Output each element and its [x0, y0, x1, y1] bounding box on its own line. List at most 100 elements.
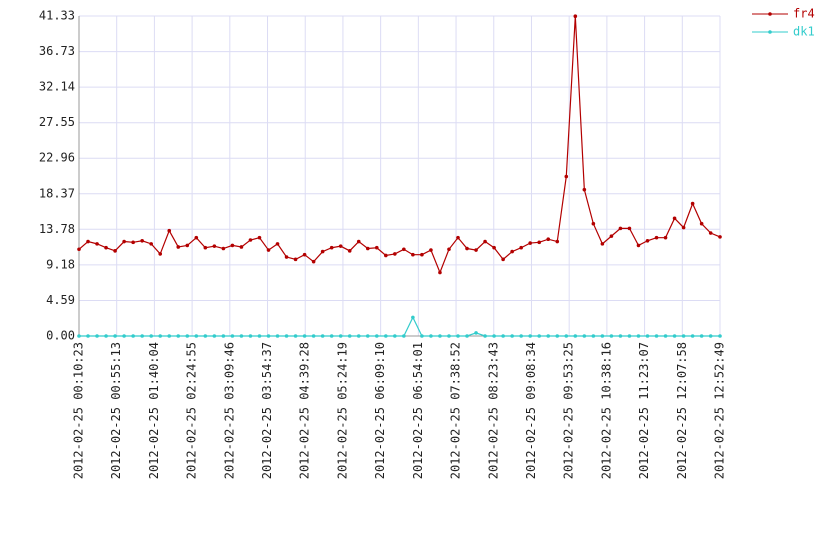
- data-point: [663, 235, 668, 240]
- legend-marker: [768, 12, 772, 16]
- x-tick-label: 2012-02-25 05:24:19: [335, 342, 349, 479]
- x-tick-label: 2012-02-25 02:24:55: [185, 342, 199, 479]
- data-point: [672, 216, 677, 221]
- x-tick-label: 2012-02-25 01:40:04: [147, 342, 161, 479]
- data-point: [699, 221, 704, 226]
- data-point: [411, 252, 415, 257]
- x-tick-label: 2012-02-25 04:39:28: [298, 342, 312, 479]
- data-point: [528, 334, 532, 338]
- x-tick-label: 2012-02-25 03:09:46: [222, 342, 236, 479]
- data-point: [420, 334, 424, 338]
- data-point: [510, 249, 514, 254]
- data-point: [257, 334, 262, 338]
- data-point: [311, 259, 316, 264]
- y-tick-label: 13.78: [39, 222, 75, 236]
- y-tick-label: 22.96: [39, 151, 75, 165]
- legend-label: fr4: [793, 7, 815, 21]
- data-point: [212, 244, 217, 248]
- data-point: [429, 334, 433, 338]
- data-point: [158, 334, 163, 338]
- data-point: [555, 239, 560, 244]
- y-tick-label: 36.73: [39, 44, 75, 58]
- data-point: [140, 238, 144, 243]
- data-point: [302, 334, 307, 338]
- data-point: [320, 249, 325, 254]
- legend-label: dk1: [793, 25, 815, 39]
- data-point: [519, 334, 523, 338]
- data-point: [77, 334, 81, 338]
- data-point: [546, 334, 551, 338]
- data-point: [86, 239, 90, 244]
- x-tick-label: 2012-02-25 11:23:07: [637, 342, 651, 479]
- data-point: [266, 248, 271, 252]
- data-point: [77, 247, 81, 252]
- y-tick-label: 41.33: [39, 9, 75, 23]
- data-point: [708, 334, 713, 338]
- data-point: [681, 225, 686, 230]
- data-point: [474, 248, 478, 252]
- data-point: [645, 238, 650, 243]
- series-line: [79, 316, 720, 337]
- data-point: [609, 234, 614, 238]
- data-point: [365, 246, 370, 251]
- data-point: [402, 334, 406, 338]
- data-point: [600, 334, 605, 338]
- y-tick-label: 32.14: [39, 80, 75, 94]
- data-point: [438, 270, 442, 275]
- data-point: [420, 252, 424, 257]
- data-point: [167, 228, 172, 233]
- x-tick-label: 2012-02-25 03:54:37: [260, 342, 274, 479]
- data-point: [429, 248, 433, 252]
- data-point: [248, 334, 253, 338]
- data-point: [320, 334, 325, 338]
- data-point: [591, 221, 596, 226]
- data-point: [212, 334, 217, 338]
- data-point: [654, 235, 659, 240]
- x-tick-label: 2012-02-25 09:08:34: [524, 342, 538, 479]
- data-point: [131, 240, 135, 245]
- y-tick-label: 9.18: [46, 257, 75, 271]
- data-point: [374, 245, 379, 250]
- data-point: [393, 252, 397, 256]
- data-point: [582, 187, 587, 192]
- data-point: [690, 334, 695, 338]
- data-point: [564, 174, 569, 179]
- data-point: [501, 257, 505, 262]
- data-point: [113, 249, 117, 253]
- data-point: [149, 334, 153, 338]
- data-point: [203, 334, 208, 338]
- data-point: [510, 334, 514, 338]
- data-point: [374, 334, 379, 338]
- x-tick-label: 2012-02-25 12:07:58: [675, 342, 689, 479]
- data-point: [302, 252, 307, 257]
- data-point: [293, 257, 298, 262]
- data-point: [636, 334, 641, 338]
- data-point: [636, 243, 641, 248]
- data-point: [528, 241, 532, 245]
- data-point: [411, 315, 415, 320]
- data-point: [537, 334, 542, 338]
- x-tick-label: 2012-02-25 10:38:16: [599, 342, 613, 479]
- data-point: [131, 334, 135, 338]
- x-tick-label: 2012-02-25 06:09:10: [373, 342, 387, 479]
- data-point: [555, 334, 560, 338]
- data-point: [645, 334, 650, 338]
- data-point: [591, 334, 596, 338]
- data-point: [573, 334, 578, 338]
- data-point: [257, 235, 262, 240]
- data-point: [158, 252, 163, 256]
- data-point: [95, 242, 99, 246]
- data-point: [402, 247, 406, 252]
- data-point: [176, 245, 181, 249]
- y-tick-label: 4.59: [46, 293, 75, 307]
- data-point: [122, 334, 126, 338]
- data-point: [221, 334, 226, 338]
- x-tick-label: 2012-02-25 09:53:25: [562, 342, 576, 479]
- data-point: [194, 235, 199, 240]
- data-point: [465, 334, 469, 338]
- data-point: [492, 334, 496, 338]
- x-tick-label: 2012-02-25 00:10:23: [72, 342, 86, 479]
- series-line: [78, 16, 721, 275]
- data-point: [239, 334, 244, 338]
